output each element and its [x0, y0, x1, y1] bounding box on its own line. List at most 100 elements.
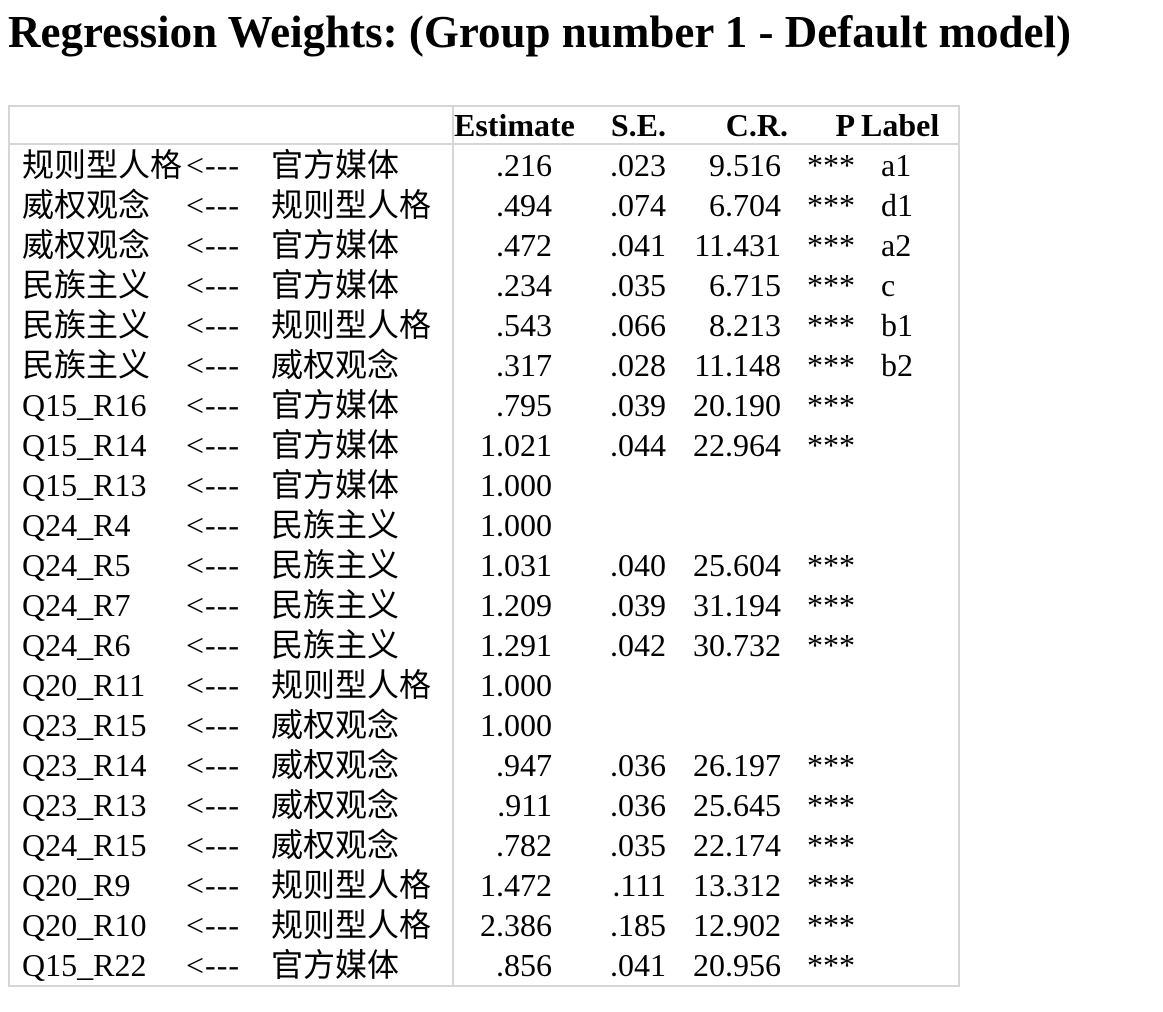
cr-cell	[669, 505, 791, 545]
cr-cell: 12.902	[693, 907, 781, 943]
cr-cell: 31.194	[693, 587, 781, 623]
se-cell: .041	[610, 947, 666, 983]
predictor-cell: 威权观念	[271, 787, 400, 823]
label-cell	[861, 705, 959, 745]
se-cell: .066	[610, 307, 666, 343]
se-cell: .041	[610, 227, 666, 263]
outcome-cell: 民族主义	[22, 347, 151, 383]
outcome-cell: Q15_R22	[22, 947, 147, 983]
estimate-cell: 1.472	[452, 865, 576, 905]
table-row: Q23_R15 <--- 威权观念 1.000	[9, 705, 959, 745]
table-row: 规则型人格 <--- 官方媒体 .216 .023 9.516 *** a1	[9, 144, 959, 185]
p-cell: ***	[807, 347, 855, 383]
cr-cell: 22.964	[693, 427, 781, 463]
cr-cell: 26.197	[693, 747, 781, 783]
arrow-cell: <---	[186, 627, 241, 663]
estimate-cell: .947	[452, 745, 576, 785]
arrow-cell: <---	[186, 787, 241, 823]
cr-cell: 20.190	[693, 387, 781, 423]
header-predictor	[256, 106, 453, 144]
arrow-cell: <---	[186, 547, 241, 583]
arrow-cell: <---	[186, 467, 241, 503]
se-cell: .036	[610, 787, 666, 823]
estimate-cell: 1.000	[452, 705, 576, 745]
se-cell: .074	[610, 187, 666, 223]
label-cell: c	[881, 267, 896, 303]
outcome-cell: 民族主义	[22, 267, 151, 303]
outcome-cell: Q15_R16	[22, 387, 147, 423]
estimate-cell: 1.291	[452, 625, 576, 665]
label-cell	[861, 905, 959, 945]
estimate-cell: 1.209	[452, 585, 576, 625]
arrow-cell: <---	[186, 147, 241, 183]
outcome-cell: Q24_R4	[22, 507, 131, 543]
p-cell	[791, 465, 861, 505]
predictor-cell: 民族主义	[271, 547, 400, 583]
table-row: 民族主义 <--- 官方媒体 .234 .035 6.715 *** c	[9, 265, 959, 305]
estimate-cell: 1.000	[452, 465, 576, 505]
label-cell	[861, 945, 959, 986]
table-row: Q15_R16 <--- 官方媒体 .795 .039 20.190 ***	[9, 385, 959, 425]
table-row: Q24_R4 <--- 民族主义 1.000	[9, 505, 959, 545]
p-cell: ***	[807, 867, 855, 903]
se-cell: .039	[610, 387, 666, 423]
table-row: Q23_R14 <--- 威权观念 .947 .036 26.197 ***	[9, 745, 959, 785]
estimate-cell: .782	[452, 825, 576, 865]
arrow-cell: <---	[186, 707, 241, 743]
outcome-cell: Q23_R13	[22, 787, 147, 823]
label-cell	[861, 425, 959, 465]
outcome-cell: 威权观念	[22, 227, 151, 263]
predictor-cell: 官方媒体	[271, 267, 400, 303]
predictor-cell: 官方媒体	[271, 387, 400, 423]
arrow-cell: <---	[186, 907, 241, 943]
label-cell	[861, 505, 959, 545]
estimate-cell: 2.386	[452, 905, 576, 945]
label-cell	[861, 385, 959, 425]
table-row: Q15_R14 <--- 官方媒体 1.021 .044 22.964 ***	[9, 425, 959, 465]
outcome-cell: Q24_R6	[22, 627, 131, 663]
p-cell: ***	[807, 267, 855, 303]
table-row: 威权观念 <--- 官方媒体 .472 .041 11.431 *** a2	[9, 225, 959, 265]
table-row: Q20_R10 <--- 规则型人格 2.386 .185 12.902 ***	[9, 905, 959, 945]
predictor-cell: 威权观念	[271, 347, 400, 383]
table-row: Q15_R22 <--- 官方媒体 .856 .041 20.956 ***	[9, 945, 959, 986]
outcome-cell: Q15_R13	[22, 467, 147, 503]
estimate-cell: .472	[452, 225, 576, 265]
arrow-cell: <---	[186, 947, 241, 983]
p-cell: ***	[807, 947, 855, 983]
cr-cell: 25.645	[693, 787, 781, 823]
header-arrow	[186, 106, 256, 144]
se-cell	[576, 505, 669, 545]
predictor-cell: 官方媒体	[271, 467, 400, 503]
predictor-cell: 威权观念	[271, 707, 400, 743]
estimate-cell: .543	[452, 305, 576, 345]
se-cell: .035	[610, 827, 666, 863]
estimate-cell: .856	[452, 945, 576, 986]
outcome-cell: Q24_R5	[22, 547, 131, 583]
arrow-cell: <---	[186, 867, 241, 903]
cr-cell: 11.431	[694, 227, 781, 263]
label-cell	[861, 785, 959, 825]
table-row: Q24_R6 <--- 民族主义 1.291 .042 30.732 ***	[9, 625, 959, 665]
se-cell	[576, 665, 669, 705]
table-row: 威权观念 <--- 规则型人格 .494 .074 6.704 *** d1	[9, 185, 959, 225]
header-estimate: Estimate	[452, 106, 576, 144]
header-p: P	[835, 107, 855, 143]
p-cell: ***	[807, 387, 855, 423]
header-se: S.E.	[610, 107, 666, 143]
header-label: Label	[861, 107, 940, 143]
label-cell	[861, 665, 959, 705]
label-cell: d1	[881, 187, 913, 223]
outcome-cell: Q23_R15	[22, 707, 147, 743]
predictor-cell: 规则型人格	[271, 907, 432, 943]
estimate-cell: 1.021	[452, 425, 576, 465]
estimate-cell: .216	[452, 144, 576, 185]
arrow-cell: <---	[186, 587, 241, 623]
arrow-cell: <---	[186, 827, 241, 863]
cr-cell: 20.956	[693, 947, 781, 983]
arrow-cell: <---	[186, 747, 241, 783]
cr-cell: 6.704	[709, 187, 781, 223]
cr-cell: 25.604	[693, 547, 781, 583]
se-cell: .042	[610, 627, 666, 663]
arrow-cell: <---	[186, 187, 241, 223]
